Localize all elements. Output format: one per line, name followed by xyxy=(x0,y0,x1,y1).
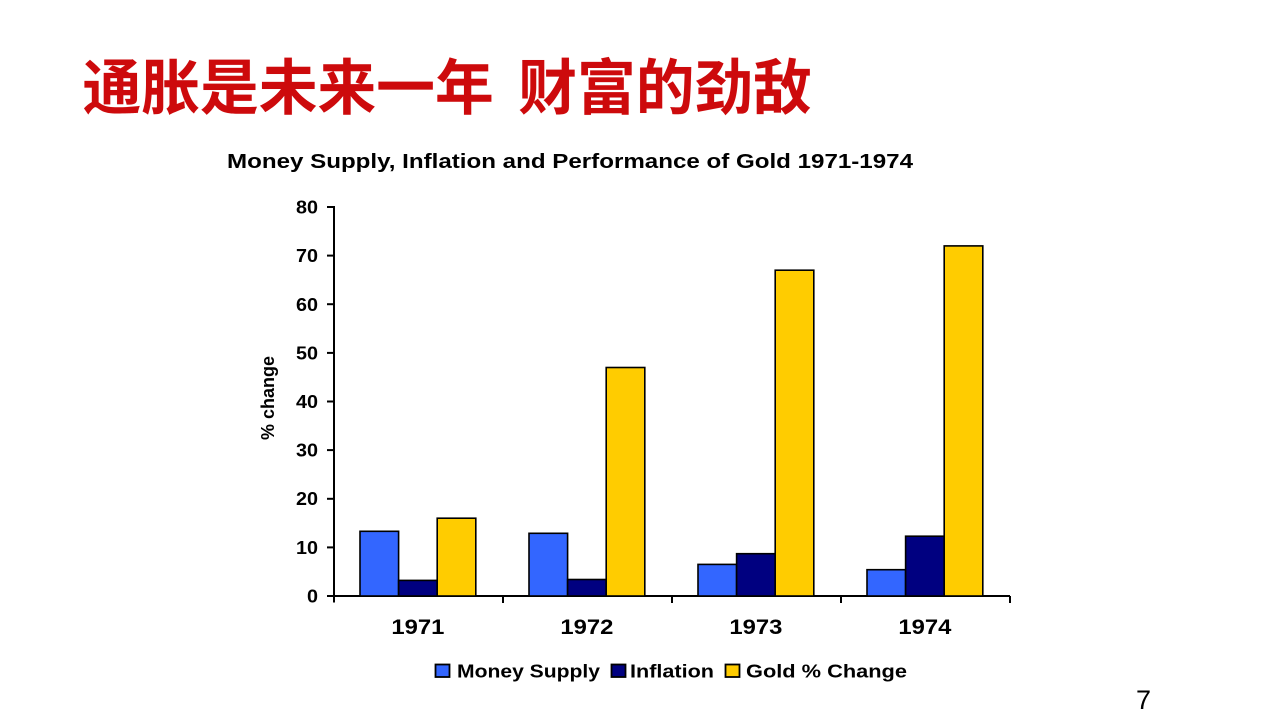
svg-text:Inflation: Inflation xyxy=(630,662,714,682)
svg-text:20: 20 xyxy=(296,489,318,509)
svg-text:1973: 1973 xyxy=(729,615,782,639)
svg-text:50: 50 xyxy=(296,343,318,363)
svg-text:10: 10 xyxy=(296,538,318,558)
svg-text:% change: % change xyxy=(258,356,278,440)
svg-text:Money Supply: Money Supply xyxy=(457,662,600,682)
svg-text:70: 70 xyxy=(296,246,318,266)
svg-text:60: 60 xyxy=(296,295,318,315)
svg-text:1974: 1974 xyxy=(898,615,951,639)
svg-text:1972: 1972 xyxy=(560,615,613,639)
svg-text:40: 40 xyxy=(296,392,318,412)
svg-text:80: 80 xyxy=(296,198,318,218)
svg-text:Money Supply, Inflation and Pe: Money Supply, Inflation and Performance … xyxy=(227,151,914,173)
svg-text:1971: 1971 xyxy=(391,615,444,639)
svg-text:30: 30 xyxy=(296,441,318,461)
svg-text:Gold % Change: Gold % Change xyxy=(746,662,907,682)
svg-text:0: 0 xyxy=(307,587,318,607)
svg-text:7: 7 xyxy=(1136,685,1151,715)
